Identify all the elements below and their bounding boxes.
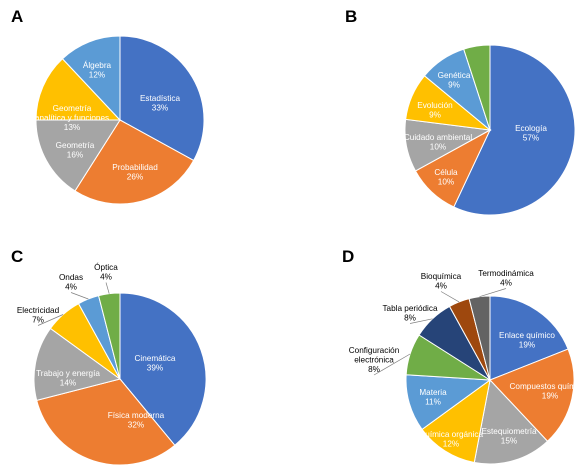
slice-label-electricidad: Electricidad 7% — [17, 306, 60, 325]
slice-value-ecologia: 57% — [523, 134, 539, 143]
slice-label-evolucion: Evolución 9% — [417, 101, 453, 120]
pie-slice-enlace-quimico — [489, 295, 569, 381]
panel-label: C — [11, 247, 23, 266]
slice-value-enlace-quimico: 19% — [519, 341, 535, 350]
slice-value-estadistica: 33% — [152, 104, 168, 113]
slice-label-optica: Óptica 4% — [94, 262, 118, 282]
slice-value-geometria: 16% — [67, 151, 83, 160]
slice-label-cuidado-ambiental: Cuidado ambiental 10% — [404, 133, 472, 152]
slice-value-cinematica: 39% — [147, 364, 163, 373]
slice-label-biotecnologia: Biotecnología 5% — [456, 19, 506, 38]
slice-label-geometria-analitica-y-funciones: Geometría analítica y funciones 13% — [35, 104, 109, 132]
slice-value-celula: 10% — [438, 178, 454, 187]
pie-slice-algebra — [61, 35, 121, 122]
slice-label-tabla-periodica: Tabla periódica 8% — [382, 304, 438, 323]
slice-value-genetica: 9% — [448, 81, 460, 90]
slice-label-bioquimica: Bioquímica 4% — [421, 272, 462, 291]
pie-slice-cinematica — [119, 292, 207, 446]
pie-slice-geometria — [35, 119, 121, 192]
slice-label-probabilidad: Probabilidad 26% — [112, 163, 158, 182]
pie-chart-c: C Cinemática 39% Física moderna 32% Trabajo y… — [11, 247, 207, 466]
pie-slice-trabajo-y-energia — [33, 327, 122, 401]
leader-line — [70, 292, 89, 300]
slice-label-quimica-organica: Química orgánica 12% — [419, 430, 484, 449]
slice-label-cinematica: Cinemática 39% — [135, 354, 176, 373]
slice-label-estequiometria: Estequiometría 15% — [481, 427, 537, 446]
slice-value-geometria-analitica-y-funciones: 13% — [64, 123, 80, 132]
pie-chart-a: A Estadística 33% Probabilidad 26% Geometría 1… — [11, 7, 205, 205]
slice-label-enlace-quimico: Enlace químico 19% — [499, 331, 555, 350]
slice-label-ecologia: Ecología 57% — [515, 124, 547, 143]
pie-slice-estadistica — [119, 35, 205, 162]
pie-slice-estequiometria — [473, 378, 549, 465]
slice-label-algebra: Álgebra 12% — [83, 60, 112, 80]
pie-chart-b: B Ecología 57% Célula 10% Cuidado ambiental 10… — [345, 7, 576, 216]
pie-slice-geometria-analitica-y-funciones — [35, 58, 122, 121]
slice-label-materia: Materia 11% — [419, 388, 447, 407]
leader-line — [409, 318, 433, 324]
pie-slice-biotecnologia — [463, 44, 491, 131]
slice-value-materia: 11% — [425, 398, 441, 407]
leader-line — [440, 291, 460, 303]
leader-line — [37, 314, 64, 326]
slice-value-algebra: 12% — [89, 71, 105, 80]
panel-label: D — [342, 247, 354, 266]
slice-value-quimica-organica: 12% — [443, 440, 459, 449]
slice-label-configuracion-electronica: Configuración electrónica 8% — [349, 346, 400, 374]
leader-line — [373, 353, 411, 376]
slice-label-celula: Célula 10% — [434, 168, 458, 187]
slice-value-compuestos-quimicos: 19% — [542, 392, 558, 401]
slice-value-electricidad: 7% — [32, 316, 44, 325]
slice-label-ondas: Ondas 4% — [59, 273, 83, 292]
slice-label-trabajo-y-energia: Trabajo y energía 14% — [36, 369, 100, 388]
slice-label-fisica-moderna: Física moderna 32% — [108, 411, 165, 430]
slice-value-biotecnologia: 5% — [475, 29, 487, 38]
slice-label-estadistica: Estadística 33% — [140, 94, 180, 113]
slice-value-evolucion: 9% — [429, 111, 441, 120]
slice-value-configuracion-electronica: 8% — [368, 365, 380, 374]
slice-label-termodinamica: Termodinámica 4% — [478, 269, 534, 288]
slice-value-cuidado-ambiental: 10% — [430, 143, 446, 152]
pie-chart-d: D Enlace químico 19% Compuestos químicos 19%… — [342, 247, 586, 465]
leader-line — [105, 282, 110, 294]
slice-value-bioquimica: 4% — [435, 282, 447, 291]
slice-value-probabilidad: 26% — [127, 173, 143, 182]
slice-label-compuestos-quimicos: Compuestos químicos 19% — [510, 382, 586, 401]
pie-slice-probabilidad — [74, 119, 195, 205]
pie-slice-ecologia — [453, 44, 576, 216]
pie-slice-fisica-moderna — [36, 378, 176, 466]
panel-label: A — [11, 7, 23, 26]
slice-value-trabajo-y-energia: 14% — [60, 379, 76, 388]
slice-value-ondas: 4% — [65, 283, 77, 292]
panel-label: B — [345, 7, 357, 26]
slice-value-tabla-periodica: 8% — [404, 314, 416, 323]
pie-slice-quimica-organica — [421, 378, 491, 464]
slice-label-geometria: Geometría 16% — [56, 141, 95, 160]
slice-value-fisica-moderna: 32% — [128, 421, 144, 430]
slice-label-genetica: Genética 9% — [438, 71, 471, 90]
pie-slice-termodinamica — [468, 295, 491, 381]
slice-value-optica: 4% — [100, 273, 112, 282]
leader-line — [479, 288, 507, 298]
slice-value-termodinamica: 4% — [500, 279, 512, 288]
pie-slice-compuestos-quimicos — [489, 348, 575, 442]
slice-value-estequiometria: 15% — [501, 437, 517, 446]
